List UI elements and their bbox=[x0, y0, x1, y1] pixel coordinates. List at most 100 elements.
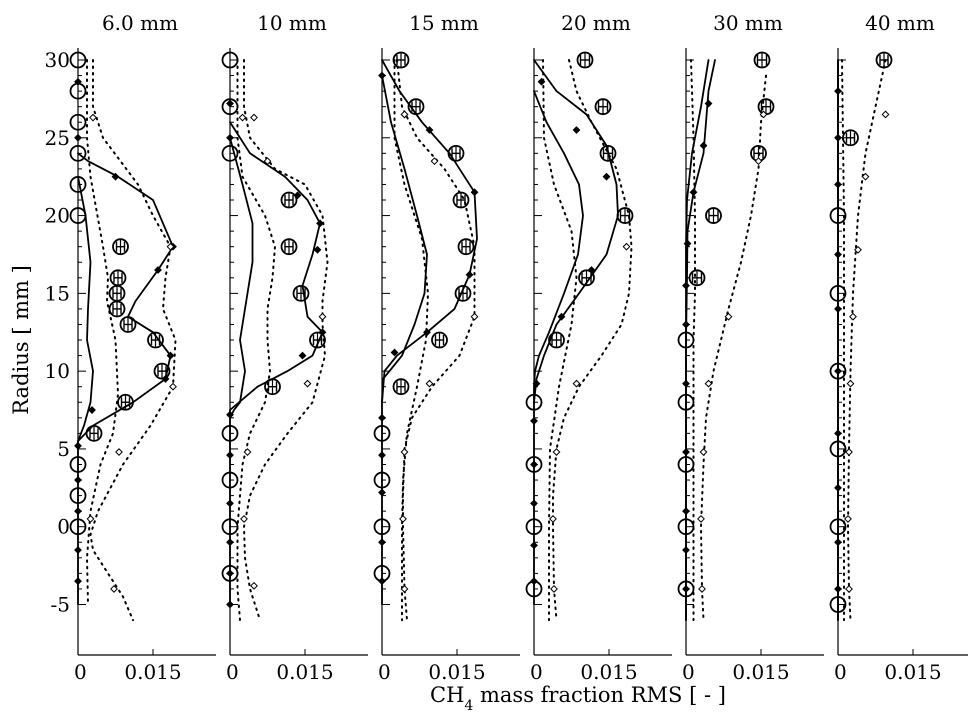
experiment-marker bbox=[280, 191, 298, 209]
experiment-marker bbox=[578, 269, 595, 287]
series-line-dotted-diamond bbox=[243, 59, 329, 622]
diamond-marker bbox=[74, 546, 82, 554]
experiment-point bbox=[616, 207, 634, 224]
panel-title: 30 mm bbox=[713, 11, 783, 35]
experiment-marker bbox=[753, 51, 771, 69]
experiment-marker bbox=[108, 300, 126, 318]
diamond-marker bbox=[169, 382, 177, 391]
panel-1: 6.0 mm 0 0.015 bbox=[69, 11, 216, 684]
panel-5: 30 mm 0 0.015 bbox=[677, 11, 824, 684]
experiment-marker bbox=[431, 331, 448, 349]
experiment-point bbox=[85, 424, 103, 442]
diamond-marker bbox=[530, 541, 538, 550]
experiment-marker bbox=[457, 238, 475, 256]
x-tick-label: 0 bbox=[378, 660, 391, 684]
diamond-marker bbox=[861, 172, 870, 181]
panel-6: 40 mm 0 0.015 bbox=[829, 11, 968, 684]
diamond-marker bbox=[226, 499, 234, 508]
experiment-marker bbox=[147, 331, 164, 349]
diamond-marker bbox=[430, 157, 439, 166]
diamond-marker bbox=[425, 126, 434, 134]
diamond-marker bbox=[532, 379, 541, 388]
diamond-marker bbox=[834, 585, 842, 593]
experiment-point bbox=[576, 51, 594, 69]
diamond-marker bbox=[86, 515, 95, 523]
diamond-marker bbox=[154, 266, 162, 274]
diamond-marker bbox=[400, 110, 409, 119]
experiment-point bbox=[108, 300, 126, 318]
diamond-marker bbox=[303, 379, 312, 388]
series-line-dotted bbox=[841, 59, 845, 622]
experiment-marker bbox=[280, 238, 298, 256]
diamond-marker bbox=[682, 448, 690, 456]
x-tick-label: 0.015 bbox=[276, 660, 333, 684]
diamond-marker bbox=[834, 429, 842, 438]
diamond-marker bbox=[698, 585, 706, 593]
experiment-point bbox=[392, 51, 410, 69]
diamond-marker bbox=[602, 172, 611, 181]
diamond-marker bbox=[74, 577, 82, 586]
diamond-marker bbox=[226, 99, 234, 108]
experiment-point bbox=[447, 144, 465, 162]
experiment-point bbox=[112, 238, 129, 256]
diamond-marker bbox=[834, 180, 842, 189]
diamond-marker bbox=[572, 379, 581, 388]
x-tick-label: 0 bbox=[530, 660, 543, 684]
diamond-marker bbox=[425, 379, 434, 388]
diamond-marker bbox=[166, 242, 175, 251]
experiment-marker bbox=[548, 331, 565, 349]
series-line-solid-diamond bbox=[533, 59, 619, 606]
diamond-marker bbox=[530, 499, 538, 508]
experiment-point bbox=[431, 331, 448, 349]
diamond-marker bbox=[759, 110, 768, 119]
experiment-point bbox=[108, 284, 126, 302]
diamond-marker bbox=[400, 448, 409, 456]
diamond-marker bbox=[250, 113, 258, 122]
diamond-marker bbox=[226, 410, 234, 419]
experiment-point bbox=[705, 207, 722, 224]
diamond-marker bbox=[399, 515, 407, 523]
diamond-marker bbox=[699, 448, 708, 456]
diamond-marker bbox=[682, 585, 690, 593]
diamond-marker bbox=[699, 141, 708, 150]
y-tick-label: 10 bbox=[45, 359, 70, 383]
y-tick-label: 15 bbox=[45, 281, 70, 305]
experiment-marker bbox=[69, 144, 87, 162]
diamond-marker bbox=[115, 448, 123, 456]
x-axis-label-main: CH bbox=[430, 683, 464, 707]
diamond-marker bbox=[378, 413, 386, 422]
diamond-marker bbox=[834, 305, 842, 313]
x-tick-label: 0 bbox=[226, 660, 239, 684]
diamond-marker bbox=[844, 515, 852, 523]
diamond-marker bbox=[845, 585, 853, 593]
panel-2: 10 mm 0 0.015 bbox=[221, 11, 368, 684]
x-axis-label-subscript: 4 bbox=[464, 698, 473, 714]
diamond-marker bbox=[298, 351, 307, 360]
x-tick-label: 0 bbox=[682, 660, 695, 684]
diamond-marker bbox=[263, 157, 272, 166]
diamond-marker bbox=[622, 242, 631, 251]
diamond-marker bbox=[89, 113, 97, 122]
experiment-point bbox=[594, 98, 612, 116]
diamond-marker bbox=[530, 577, 538, 586]
diamond-marker bbox=[238, 113, 247, 122]
diamond-marker bbox=[226, 569, 234, 578]
panel-title: 15 mm bbox=[409, 11, 479, 35]
experiment-point bbox=[392, 378, 410, 396]
diamond-marker bbox=[166, 351, 175, 360]
x-axis-label-rest: mass fraction RMS [ - ] bbox=[473, 683, 726, 707]
experiment-marker bbox=[392, 378, 410, 396]
x-tick-label: 0 bbox=[74, 660, 87, 684]
series-line-solid bbox=[77, 175, 94, 442]
diamond-marker bbox=[682, 379, 690, 388]
diamond-marker bbox=[378, 488, 386, 497]
diamond-marker bbox=[704, 99, 713, 108]
diamond-marker bbox=[250, 581, 258, 590]
diamond-marker bbox=[74, 507, 82, 516]
y-tick-label: -5 bbox=[51, 593, 70, 617]
series-line-solid-diamond bbox=[685, 59, 716, 621]
series-line-dotted bbox=[86, 59, 119, 606]
experiment-marker bbox=[452, 191, 470, 209]
experiment-marker bbox=[69, 51, 87, 69]
experiment-point bbox=[109, 269, 127, 287]
